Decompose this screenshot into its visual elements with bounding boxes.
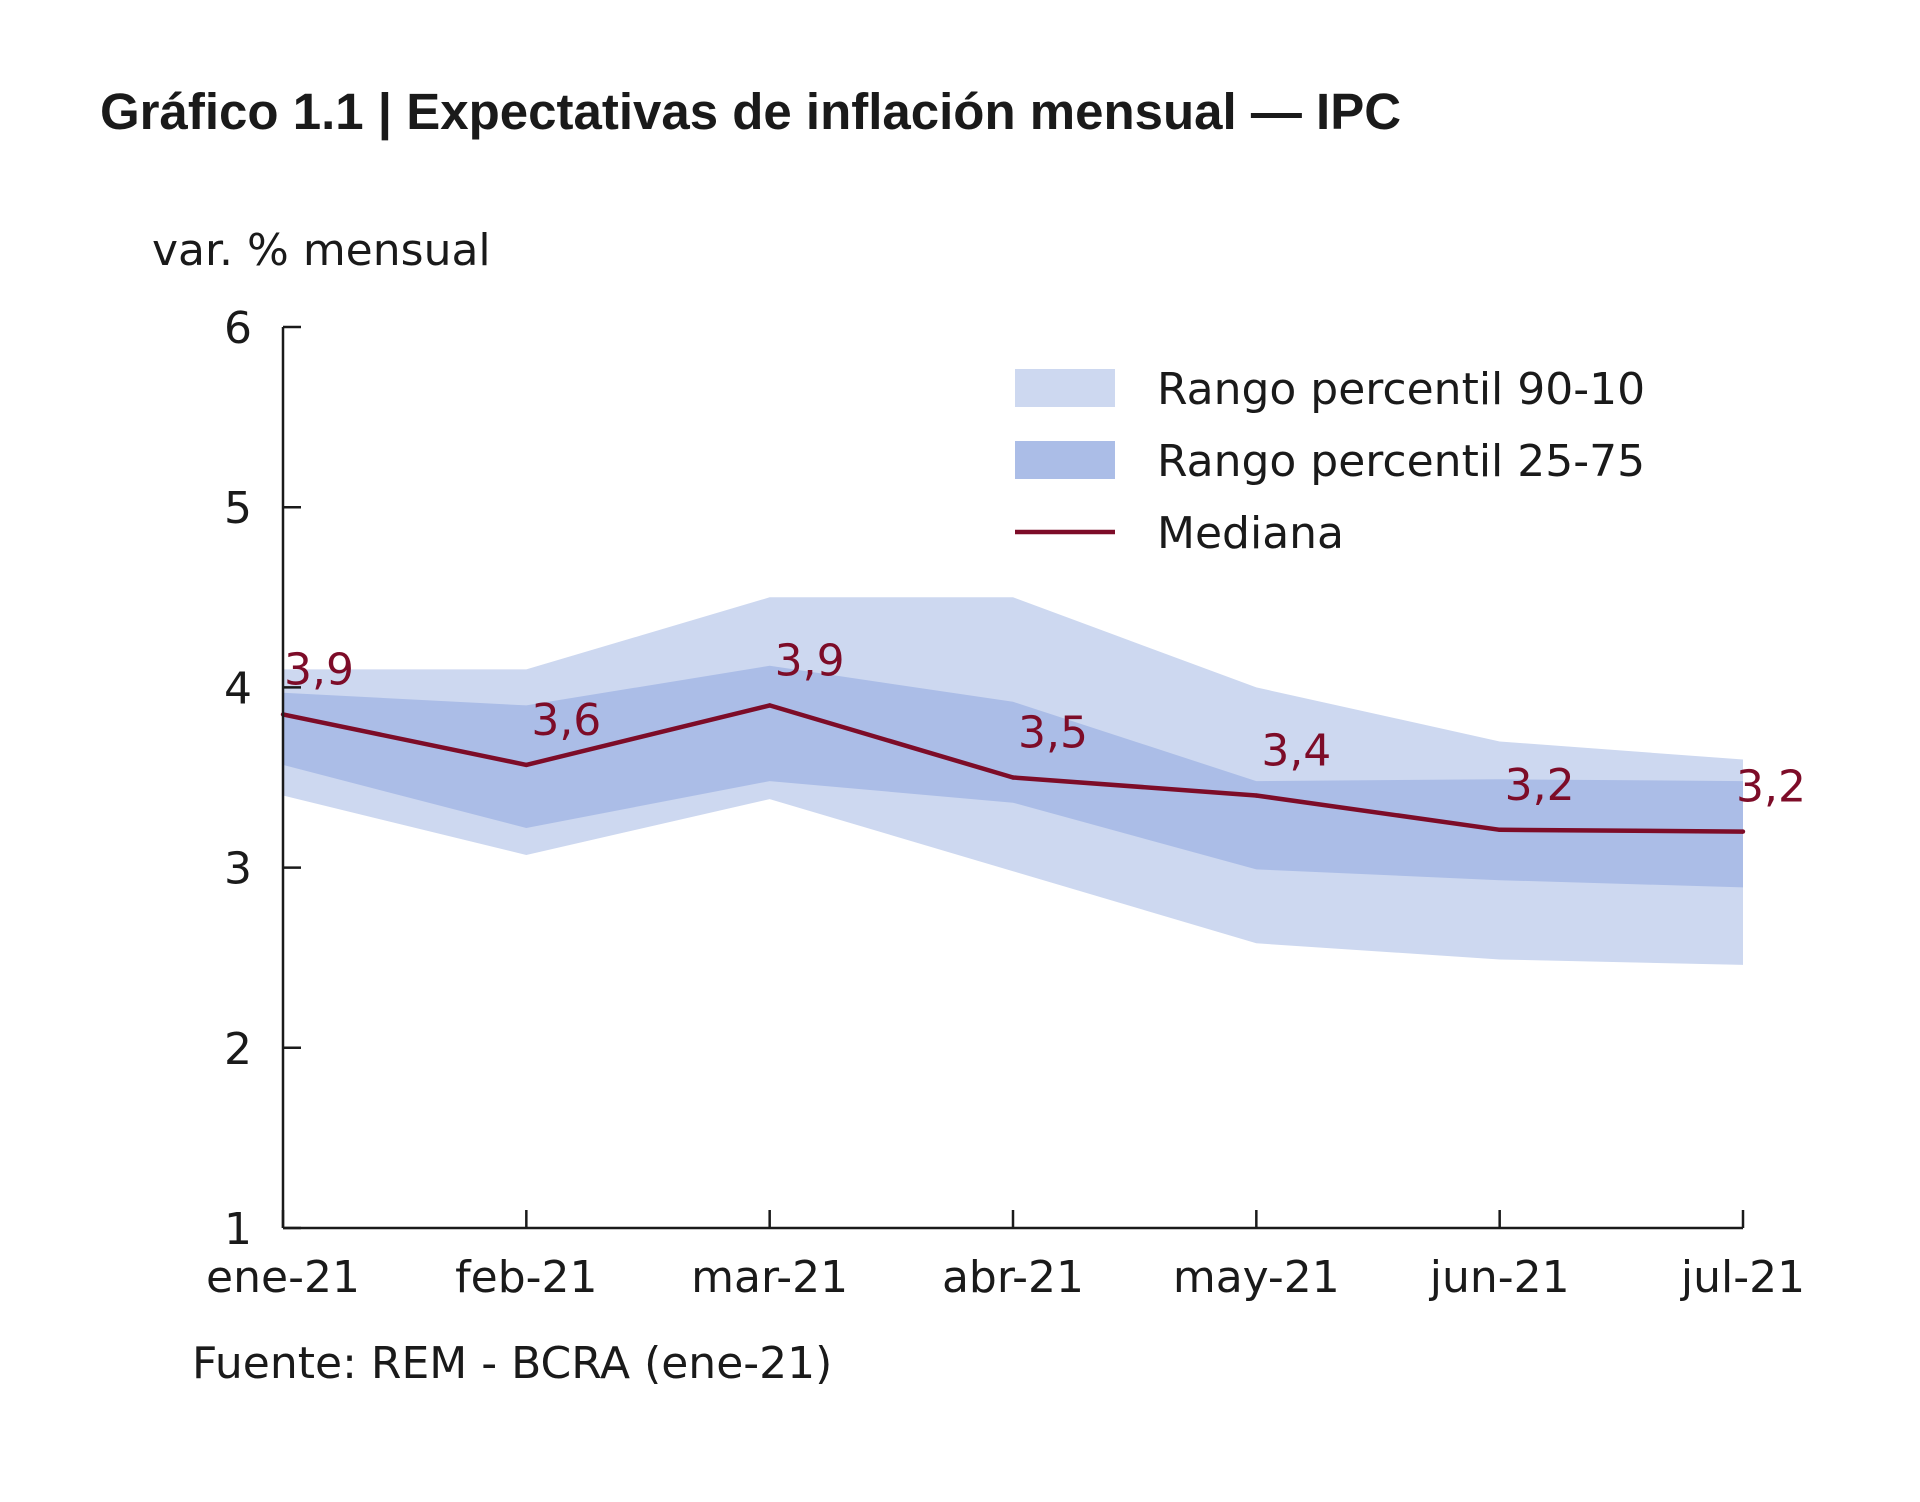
- median-point-labels: 3,93,63,93,5 3,43,2 3,2: [284, 635, 1806, 812]
- legend-label: Rango percentil 25-75: [1157, 436, 1645, 487]
- chart-title: Gráfico 1.1 | Expectativas de inflación …: [100, 83, 1402, 140]
- data-label: 3,4: [1261, 726, 1331, 777]
- median-point: [1254, 793, 1259, 798]
- x-tick-label: mar-21: [691, 1252, 848, 1303]
- y-tick-label: 3: [224, 844, 252, 895]
- x-tick-label: abr-21: [942, 1252, 1084, 1303]
- y-tick-label: 6: [224, 303, 252, 354]
- data-label: 3,9: [775, 635, 845, 686]
- axes: 1 2 3 4 5 6 ene-21 feb-21 mar-21 abr-21 may-21 jun-…: [206, 303, 1805, 1303]
- median-point: [1010, 775, 1016, 780]
- y-tick-label: 2: [224, 1024, 252, 1075]
- legend-label: Rango percentil 90-10: [1157, 364, 1645, 415]
- x-tick-label: feb-21: [455, 1252, 597, 1303]
- legend-swatch: [1015, 369, 1115, 407]
- data-label: 3,6: [531, 695, 601, 746]
- source-note: Fuente: REM - BCRA (ene-21): [192, 1338, 832, 1389]
- data-label: 3,2: [1505, 760, 1575, 811]
- median-point: [767, 703, 772, 708]
- median-point: [1740, 829, 1746, 834]
- x-tick-label: ene-21: [206, 1252, 360, 1303]
- x-tick-label: jul-21: [1680, 1252, 1805, 1303]
- x-tick-label: may-21: [1173, 1252, 1340, 1303]
- median-series: [280, 703, 1746, 834]
- legend-label: Mediana: [1157, 508, 1344, 559]
- y-tick-label: 4: [224, 663, 252, 714]
- median-point: [1497, 827, 1502, 832]
- legend-swatch: [1015, 441, 1115, 479]
- data-label: 3,2: [1736, 762, 1806, 813]
- legend: Rango percentil 90-10 Rango percentil 25-…: [1015, 364, 1645, 559]
- y-tick-label: 1: [224, 1204, 252, 1255]
- median-point: [524, 762, 529, 768]
- y-axis-label: var. % mensual: [152, 225, 491, 276]
- data-label: 3,5: [1018, 708, 1088, 759]
- x-tick-label: jun-21: [1429, 1252, 1570, 1303]
- y-tick-label: 5: [224, 483, 252, 534]
